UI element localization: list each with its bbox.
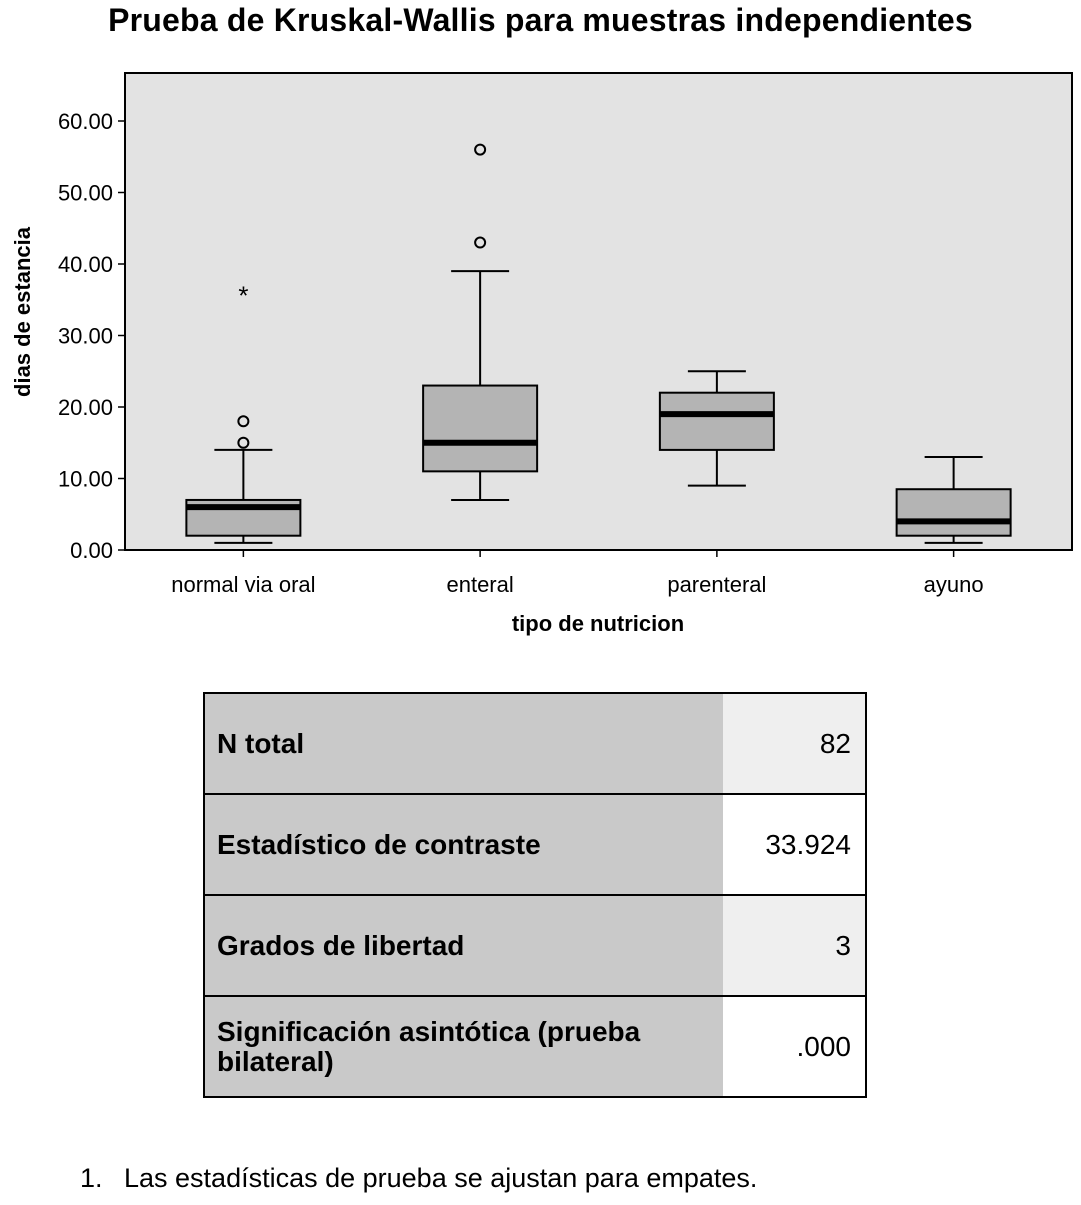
- row-label: Significación asintótica (prueba bilater…: [204, 995, 724, 1098]
- y-axis-label: dias de estancia: [10, 226, 35, 397]
- table-row: Significación asintótica (prueba bilater…: [204, 995, 866, 1098]
- x-axis-label: tipo de nutricion: [512, 611, 684, 636]
- y-tick-label: 40.00: [58, 252, 113, 277]
- y-tick-label: 0.00: [70, 538, 113, 563]
- stats-table: N total 82 Estadístico de contraste 33.9…: [203, 692, 867, 1098]
- y-tick-label: 50.00: [58, 181, 113, 206]
- box-2: [658, 391, 775, 451]
- boxplot-chart: 0.00 10.00 20.00 30.00 40.00 50.00 60.00 normal…: [10, 72, 1073, 636]
- x-tick-label: enteral: [446, 572, 513, 597]
- y-tick-label: 10.00: [58, 467, 113, 492]
- row-label: Estadístico de contraste: [204, 793, 724, 896]
- outlier-point: [474, 236, 487, 249]
- row-value: 33.924: [723, 793, 866, 896]
- footnote-text: Las estadísticas de prueba se ajustan pa…: [124, 1163, 758, 1193]
- row-value: .000: [723, 995, 866, 1098]
- row-value: 3: [723, 894, 866, 997]
- box-3: [895, 488, 1012, 537]
- y-tick-label: 60.00: [58, 109, 113, 134]
- footnote-number: 1.: [80, 1163, 103, 1193]
- row-value: 82: [723, 692, 866, 795]
- y-tick-label: 20.00: [58, 395, 113, 420]
- table-row: Estadístico de contraste 33.924: [204, 793, 866, 896]
- table-row: Grados de libertad 3: [204, 894, 866, 997]
- box-1: [422, 384, 539, 473]
- chart-title: Prueba de Kruskal-Wallis para muestras i…: [108, 2, 973, 38]
- x-tick-label: normal via oral: [171, 572, 315, 597]
- footnote: 1. Las estadísticas de prueba se ajustan …: [80, 1163, 757, 1194]
- outlier-point: [237, 415, 250, 428]
- row-label: Grados de libertad: [204, 894, 724, 997]
- plot-area: [124, 72, 1073, 551]
- extreme-point: *: [238, 281, 248, 311]
- x-tick-label: parenteral: [667, 572, 766, 597]
- table-row: N total 82: [204, 692, 866, 795]
- y-tick-label: 30.00: [58, 324, 113, 349]
- outlier-point: [474, 143, 487, 156]
- outlier-point: [237, 436, 250, 449]
- row-label: N total: [204, 692, 724, 795]
- x-tick-label: ayuno: [924, 572, 984, 597]
